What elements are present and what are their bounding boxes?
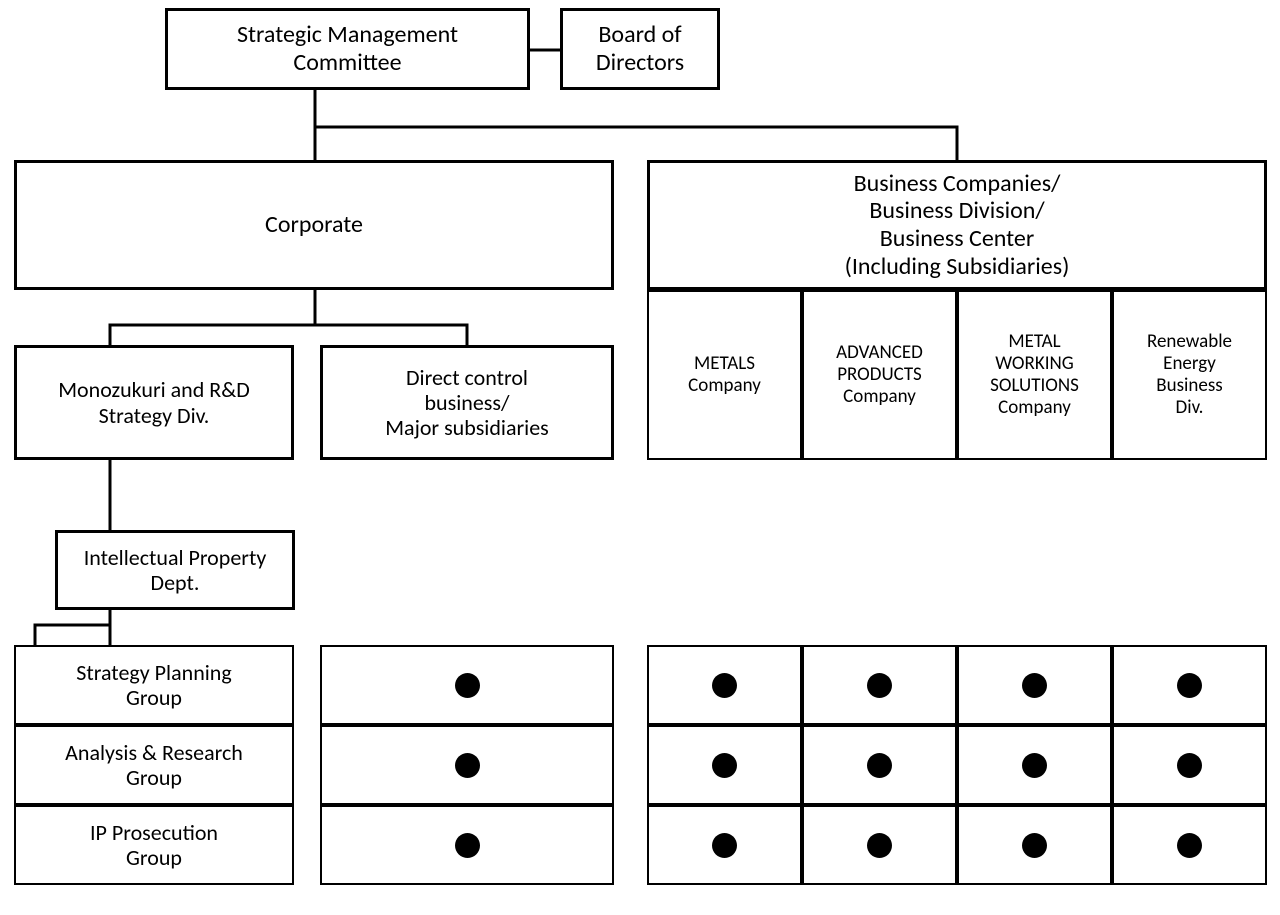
node-d_b20 xyxy=(647,805,802,885)
node-biz_hdr: Business Companies/ Business Division/ B… xyxy=(647,160,1267,290)
node-direct: Direct control business/ Major subsidiar… xyxy=(320,345,614,460)
node-biz_c1: ADVANCED PRODUCTS Company xyxy=(802,290,957,460)
node-label: IP Prosecution Group xyxy=(90,820,218,871)
dot-icon xyxy=(1022,673,1047,698)
dot-icon xyxy=(712,673,737,698)
dot-icon xyxy=(455,673,480,698)
node-label: Renewable Energy Business Div. xyxy=(1147,331,1232,418)
node-label: ADVANCED PRODUCTS Company xyxy=(836,342,923,408)
node-label: Intellectual Property Dept. xyxy=(84,545,267,596)
node-d_dir_1 xyxy=(320,725,614,805)
dot-icon xyxy=(867,833,892,858)
node-label: Analysis & Research Group xyxy=(65,740,243,791)
dot-icon xyxy=(1177,833,1202,858)
dot-icon xyxy=(712,833,737,858)
node-label: Board of Directors xyxy=(596,21,684,76)
node-label: METAL WORKING SOLUTIONS Company xyxy=(990,331,1079,418)
node-d_b21 xyxy=(802,805,957,885)
dot-icon xyxy=(455,753,480,778)
node-d_dir_0 xyxy=(320,645,614,725)
node-ipdept: Intellectual Property Dept. xyxy=(55,530,295,610)
node-bod: Board of Directors xyxy=(560,8,720,90)
node-biz_c2: METAL WORKING SOLUTIONS Company xyxy=(957,290,1112,460)
node-label: METALS Company xyxy=(688,353,761,397)
node-d_b03 xyxy=(1112,645,1267,725)
dot-icon xyxy=(1177,753,1202,778)
node-d_b02 xyxy=(957,645,1112,725)
node-label: Corporate xyxy=(265,211,363,239)
node-g1: Analysis & Research Group xyxy=(14,725,294,805)
node-smc: Strategic Management Committee xyxy=(165,8,530,90)
node-d_b11 xyxy=(802,725,957,805)
node-corp: Corporate xyxy=(14,160,614,290)
dot-icon xyxy=(867,673,892,698)
node-d_b22 xyxy=(957,805,1112,885)
node-d_b23 xyxy=(1112,805,1267,885)
node-d_b13 xyxy=(1112,725,1267,805)
org-chart-stage: Strategic Management Committee Board of D… xyxy=(0,0,1280,915)
dot-icon xyxy=(867,753,892,778)
node-d_b01 xyxy=(802,645,957,725)
node-biz_c0: METALS Company xyxy=(647,290,802,460)
dot-icon xyxy=(712,753,737,778)
node-label: Monozukuri and R&D Strategy Div. xyxy=(58,377,250,428)
node-label: Direct control business/ Major subsidiar… xyxy=(385,365,549,441)
node-d_b00 xyxy=(647,645,802,725)
node-mono: Monozukuri and R&D Strategy Div. xyxy=(14,345,294,460)
node-d_dir_2 xyxy=(320,805,614,885)
node-g0: Strategy Planning Group xyxy=(14,645,294,725)
dot-icon xyxy=(1177,673,1202,698)
node-label: Business Companies/ Business Division/ B… xyxy=(845,170,1070,280)
node-label: Strategic Management Committee xyxy=(237,21,458,76)
dot-icon xyxy=(1022,833,1047,858)
node-label: Strategy Planning Group xyxy=(76,660,231,711)
dot-icon xyxy=(455,833,480,858)
node-d_b12 xyxy=(957,725,1112,805)
node-biz_c3: Renewable Energy Business Div. xyxy=(1112,290,1267,460)
node-g2: IP Prosecution Group xyxy=(14,805,294,885)
node-d_b10 xyxy=(647,725,802,805)
dot-icon xyxy=(1022,753,1047,778)
